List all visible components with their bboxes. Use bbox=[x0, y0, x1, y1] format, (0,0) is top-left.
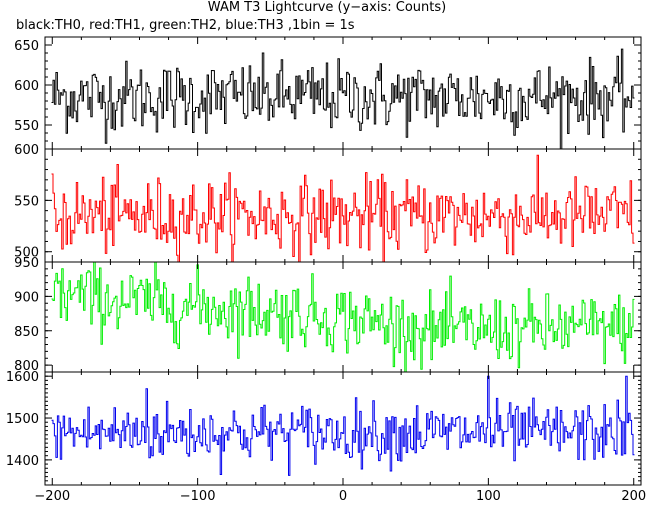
x-tick-label: −100 bbox=[180, 489, 216, 504]
series-line-th2 bbox=[51, 262, 635, 372]
y-tick-label-th2: 850 bbox=[14, 325, 39, 340]
y-tick-label-th2: 950 bbox=[14, 256, 39, 271]
y-tick-label-th2: 800 bbox=[14, 359, 39, 374]
series-line-th3 bbox=[51, 375, 635, 476]
panel-frame-th2 bbox=[44, 261, 642, 373]
x-tick-label: 100 bbox=[476, 489, 501, 504]
y-tick-label-th0: 550 bbox=[14, 119, 39, 134]
y-tick-label-th0: 600 bbox=[14, 79, 39, 94]
chart-title: WAM T3 Lightcurve (y−axis: Counts) bbox=[207, 0, 447, 15]
y-tick-label-th1: 550 bbox=[14, 194, 39, 209]
y-tick-label-th2: 900 bbox=[14, 290, 39, 305]
y-tick-label-th3: 1500 bbox=[6, 412, 39, 427]
chart-subtitle: black:TH0, red:TH1, green:TH2, blue:TH3 … bbox=[16, 18, 355, 33]
panel-frame-th1 bbox=[44, 148, 642, 263]
x-tick-label: 0 bbox=[339, 489, 347, 504]
x-tick-label: 200 bbox=[621, 489, 646, 504]
x-tick-label: −200 bbox=[34, 489, 70, 504]
y-tick-label-th3: 1400 bbox=[6, 454, 39, 469]
series-line-th1 bbox=[51, 154, 635, 262]
y-tick-label-th1: 600 bbox=[14, 143, 39, 158]
y-tick-label-th1: 500 bbox=[14, 246, 39, 261]
y-tick-label-th3: 1600 bbox=[6, 370, 39, 385]
series-line-th0 bbox=[51, 48, 635, 149]
y-tick-label-th0: 650 bbox=[14, 39, 39, 54]
